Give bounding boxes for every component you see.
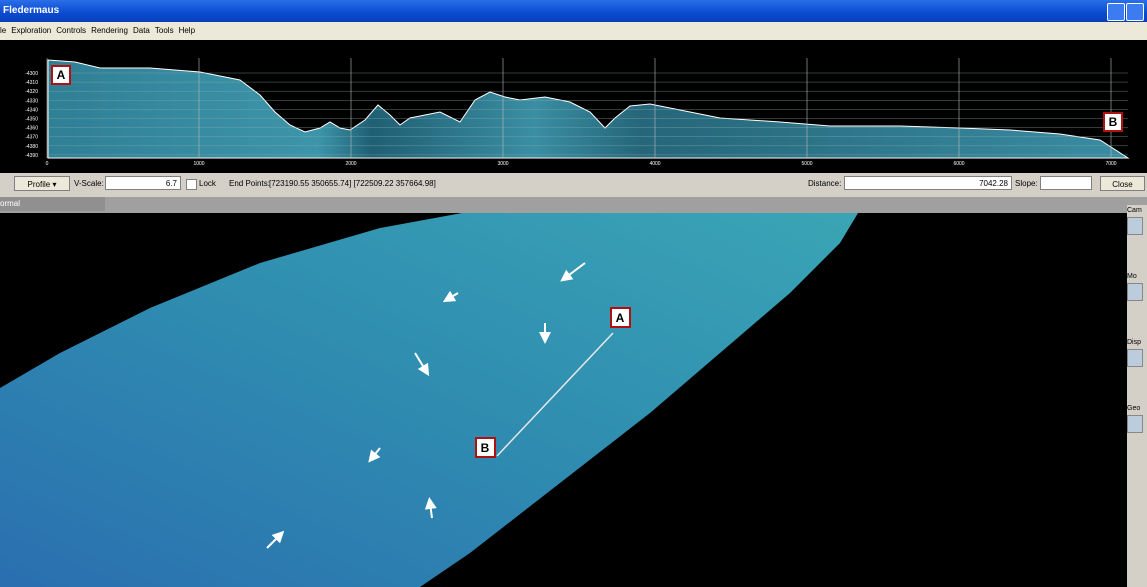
- panel-section: Geo: [1127, 403, 1147, 469]
- profile-grid: [46, 58, 1128, 158]
- tool-button[interactable]: [1127, 349, 1143, 367]
- y-tick-label: -4300: [25, 71, 38, 77]
- section-label: Disp: [1127, 339, 1142, 346]
- mode-dropdown[interactable]: Profile ▾: [14, 176, 70, 191]
- vscale-label: V-Scale:: [74, 179, 104, 188]
- y-tick-label: -4330: [25, 98, 38, 104]
- minimize-button[interactable]: [1107, 3, 1125, 21]
- arrow: [560, 262, 586, 282]
- endpoints-label: End Points:: [229, 179, 270, 188]
- y-tick-label: -4340: [25, 107, 38, 113]
- bathymetry-swath: [0, 213, 858, 587]
- vscale-value: 6.7: [165, 179, 177, 188]
- section-label: Mo: [1127, 273, 1137, 280]
- mode-label: Profile: [27, 180, 51, 189]
- title-bar: Fledermaus: [0, 0, 1147, 22]
- feature-arrows: [266, 262, 586, 549]
- toolbar: Profile ▾ V-Scale: 6.7 Lock End Points: …: [0, 173, 1147, 195]
- marker-box: [475, 437, 496, 458]
- x-tick-label: 3000: [497, 161, 508, 167]
- tool-button[interactable]: [1127, 217, 1143, 235]
- marker-label: A: [616, 311, 625, 325]
- status-mode: ormal: [0, 197, 105, 211]
- y-tick-label: -4320: [25, 89, 38, 95]
- x-tick-label: 5000: [801, 161, 812, 167]
- menu-item[interactable]: Exploration: [11, 26, 52, 35]
- arrow: [266, 530, 285, 549]
- menu-bar: le Exploration Controls Rendering Data Tools H…: [0, 22, 1147, 40]
- close-button[interactable]: Close: [1100, 176, 1145, 191]
- distance-value: 7042.28: [979, 179, 1008, 188]
- marker-box: [1103, 112, 1123, 132]
- marker-label: B: [481, 441, 490, 455]
- marker-label: B: [1109, 115, 1118, 129]
- panel-section: Disp: [1127, 337, 1147, 403]
- window-title: Fledermaus: [3, 5, 60, 16]
- marker-box: [610, 307, 631, 328]
- maximize-button[interactable]: [1126, 3, 1144, 21]
- profile-curve: [47, 59, 1130, 159]
- close-label: Close: [1112, 180, 1133, 189]
- y-tick-label: -4360: [25, 126, 38, 132]
- profile-panel: A B -4300 -4310 -4320 -4330 -4340 -4350 -4360 -…: [0, 40, 1147, 173]
- panel-section: Mo: [1127, 271, 1147, 337]
- menu-item[interactable]: Rendering: [91, 26, 128, 35]
- arrow: [442, 290, 459, 303]
- slope-label: Slope:: [1015, 179, 1038, 188]
- slope-input[interactable]: [1040, 176, 1092, 190]
- vscale-input[interactable]: 6.7: [105, 176, 181, 190]
- lock-checkbox[interactable]: [186, 179, 197, 190]
- panel-section: Cam: [1127, 205, 1147, 271]
- y-tick-label: -4310: [25, 80, 38, 86]
- map-view: A B: [0, 213, 1127, 587]
- distance-input[interactable]: 7042.28: [844, 176, 1012, 190]
- arrow: [368, 447, 381, 463]
- map-marker: B: [475, 437, 496, 458]
- arrow: [414, 352, 430, 377]
- status-mode-text: ormal: [0, 199, 21, 208]
- x-tick-label: 6000: [953, 161, 964, 167]
- menu-item[interactable]: Tools: [154, 26, 174, 35]
- side-panel: Cam Mo Disp Geo: [1127, 205, 1147, 587]
- profile-line: [496, 332, 614, 457]
- y-tick-label: -4370: [25, 135, 38, 141]
- x-tick-label: 0: [46, 161, 49, 167]
- profile-marker: B: [1103, 112, 1123, 132]
- y-tick-label: -4350: [25, 117, 38, 123]
- marker-box: [51, 65, 71, 85]
- menu-item[interactable]: le: [0, 26, 7, 35]
- menu-item[interactable]: Data: [132, 26, 150, 35]
- endpoints-value: [723190.55 350655.74] [722509.22 357664.…: [269, 179, 436, 188]
- x-tick-label: 7000: [1105, 161, 1116, 167]
- profile-marker: A: [51, 65, 71, 85]
- map-marker: A: [610, 307, 631, 328]
- arrow: [424, 497, 437, 519]
- x-tick-label: 1000: [193, 161, 204, 167]
- menu-item[interactable]: Controls: [56, 26, 87, 35]
- tool-button[interactable]: [1127, 283, 1143, 301]
- y-tick-label: -4390: [25, 153, 38, 159]
- distance-label: Distance:: [808, 179, 842, 188]
- y-tick-label: -4380: [25, 144, 38, 150]
- status-bar: ormal: [0, 197, 1147, 213]
- menu-item[interactable]: Help: [178, 26, 196, 35]
- section-label: Cam: [1127, 207, 1142, 214]
- x-tick-label: 4000: [649, 161, 660, 167]
- tool-button[interactable]: [1127, 415, 1143, 433]
- lock-label: Lock: [199, 179, 216, 188]
- section-label: Geo: [1127, 405, 1141, 412]
- marker-label: A: [57, 68, 66, 82]
- x-tick-label: 2000: [345, 161, 356, 167]
